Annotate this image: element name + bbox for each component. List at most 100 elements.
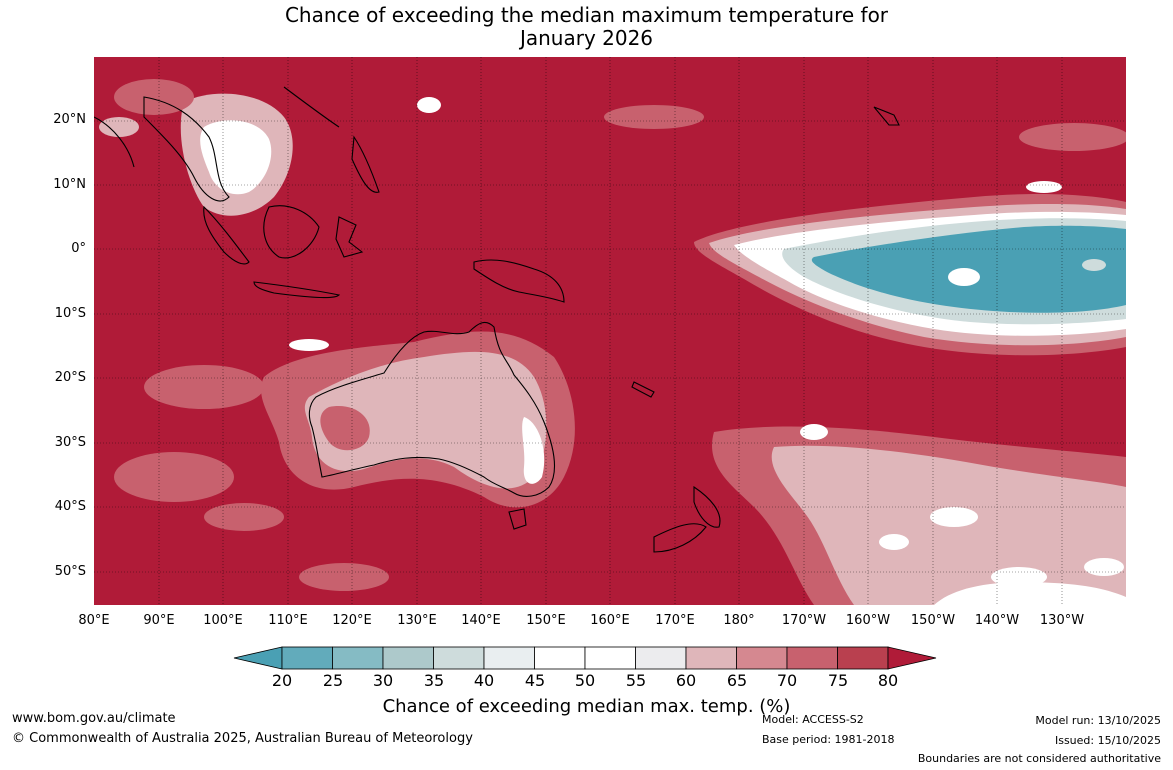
colorbar-box — [635, 646, 687, 670]
colorbar-box — [584, 646, 636, 670]
lon-label-100e: 100°E — [203, 613, 243, 628]
lat-label-0: 0° — [71, 241, 86, 256]
lon-label-160e: 160°E — [590, 613, 630, 628]
pacific-white-spot — [1082, 259, 1106, 271]
tasmania-coast — [508, 508, 527, 530]
se-asia-white — [200, 120, 272, 195]
australia-pink-light — [304, 351, 547, 489]
lat-label-10s: 10°S — [54, 306, 86, 321]
title-line-1: Chance of exceeding the median maximum t… — [284, 3, 889, 27]
hawaii — [873, 106, 900, 126]
se-asia-mainland-coast — [94, 96, 230, 202]
borneo-coast — [263, 205, 320, 259]
se-asia-pink-patch — [99, 117, 139, 137]
lon-label-130w: 130°W — [1039, 613, 1085, 628]
new-guinea-coast — [473, 259, 565, 303]
lon-label-150w: 150°W — [910, 613, 956, 628]
philippines-coast — [351, 135, 380, 193]
north-pacific-pink-patch — [1019, 123, 1126, 151]
graticule — [94, 57, 1126, 605]
model-text: Model: ACCESS-S2 — [762, 713, 864, 726]
north-island-nz — [693, 485, 721, 528]
copyright-text: © Commonwealth of Australia 2025, Austra… — [12, 731, 473, 746]
colorbar-tick-20: 20 — [271, 671, 293, 690]
australia-coast — [308, 321, 555, 497]
colorbar-tick-70: 70 — [776, 671, 798, 690]
indian-ocean-pink-patch — [114, 452, 234, 502]
lat-label-20s: 20°S — [54, 370, 86, 385]
lon-label-80e: 80°E — [78, 613, 110, 628]
new-caledonia — [631, 381, 655, 398]
colorbar-tick-40: 40 — [473, 671, 495, 690]
indian-ocean-pink-patch — [299, 563, 389, 591]
colorbar-under-arrow — [233, 646, 283, 670]
coastlines — [94, 86, 900, 553]
pacific-cool-region — [694, 194, 1126, 356]
south-pacific-region — [604, 105, 1126, 605]
lon-label-160w: 160°W — [845, 613, 891, 628]
colorbar-tick-45: 45 — [524, 671, 546, 690]
australia-white-patch — [522, 417, 545, 484]
se-asia-pink-patch — [114, 79, 194, 115]
colorbar-tick-50: 50 — [574, 671, 596, 690]
lon-label-90e: 90°E — [143, 613, 175, 628]
south-pacific-white-spot — [1084, 558, 1124, 576]
issued-text: Issued: 15/10/2025 — [1054, 734, 1161, 747]
colorbar — [233, 646, 937, 670]
colorbar-tick-30: 30 — [372, 671, 394, 690]
indian-ocean-pink-patch — [204, 503, 284, 531]
south-island-nz — [653, 523, 707, 553]
colorbar-tick-75: 75 — [827, 671, 849, 690]
colorbar-box — [281, 646, 333, 670]
north-pacific-white-spot — [1026, 181, 1062, 193]
colorbar-box — [534, 646, 586, 670]
sulawesi-coast — [335, 216, 364, 258]
colorbar-over-arrow — [887, 646, 937, 670]
australia-pink-mid — [320, 406, 370, 451]
title-line-2: January 2026 — [519, 26, 654, 50]
lon-label-140w: 140°W — [974, 613, 1020, 628]
pacific-white-spot — [948, 268, 980, 286]
colorbar-box — [433, 646, 485, 670]
south-pacific-white-spot — [930, 507, 978, 527]
colorbar-tick-25: 25 — [322, 671, 344, 690]
colorbar-tick-80: 80 — [877, 671, 899, 690]
north-pacific-pink-patch — [604, 105, 704, 129]
lat-label-20n: 20°N — [53, 112, 86, 127]
colorbar-box — [483, 646, 535, 670]
lat-label-30s: 30°S — [54, 435, 86, 450]
lon-label-170e: 170°E — [655, 613, 695, 628]
lat-label-50s: 50°S — [54, 564, 86, 579]
indian-ocean-pink-patch — [144, 365, 264, 409]
sea-white-spot — [417, 97, 441, 113]
lon-label-180: 180° — [723, 613, 755, 628]
south-pacific-white-bottom — [934, 581, 1126, 605]
lon-label-140e: 140°E — [461, 613, 501, 628]
south-pacific-white-spot — [879, 534, 909, 550]
indian-ocean-white-spot — [289, 339, 329, 351]
colorbar-label: Chance of exceeding median max. temp. (%… — [382, 696, 791, 717]
china-coast — [283, 86, 340, 128]
base-period-text: Base period: 1981-2018 — [762, 733, 895, 746]
model-run-text: Model run: 13/10/2025 — [1035, 714, 1161, 727]
colorbar-box — [736, 646, 788, 670]
sumatra-coast — [203, 205, 250, 265]
lon-label-170w: 170°W — [781, 613, 827, 628]
lon-label-130e: 130°E — [397, 613, 437, 628]
colorbar-tick-35: 35 — [423, 671, 445, 690]
colorbar-tick-55: 55 — [625, 671, 647, 690]
lon-label-120e: 120°E — [332, 613, 372, 628]
colorbar-tick-60: 60 — [675, 671, 697, 690]
colorbar-tick-65: 65 — [726, 671, 748, 690]
colorbar-box — [685, 646, 737, 670]
lat-label-10n: 10°N — [53, 177, 86, 192]
map-title: Chance of exceeding the median maximum t… — [0, 4, 1173, 50]
colorbar-box — [332, 646, 384, 670]
probability-map — [94, 57, 1126, 605]
australia-region — [114, 331, 575, 591]
website-link[interactable]: www.bom.gov.au/climate — [12, 711, 176, 726]
colorbar-box — [382, 646, 434, 670]
java-coast — [253, 281, 341, 299]
colorbar-box — [837, 646, 889, 670]
lat-label-40s: 40°S — [54, 499, 86, 514]
